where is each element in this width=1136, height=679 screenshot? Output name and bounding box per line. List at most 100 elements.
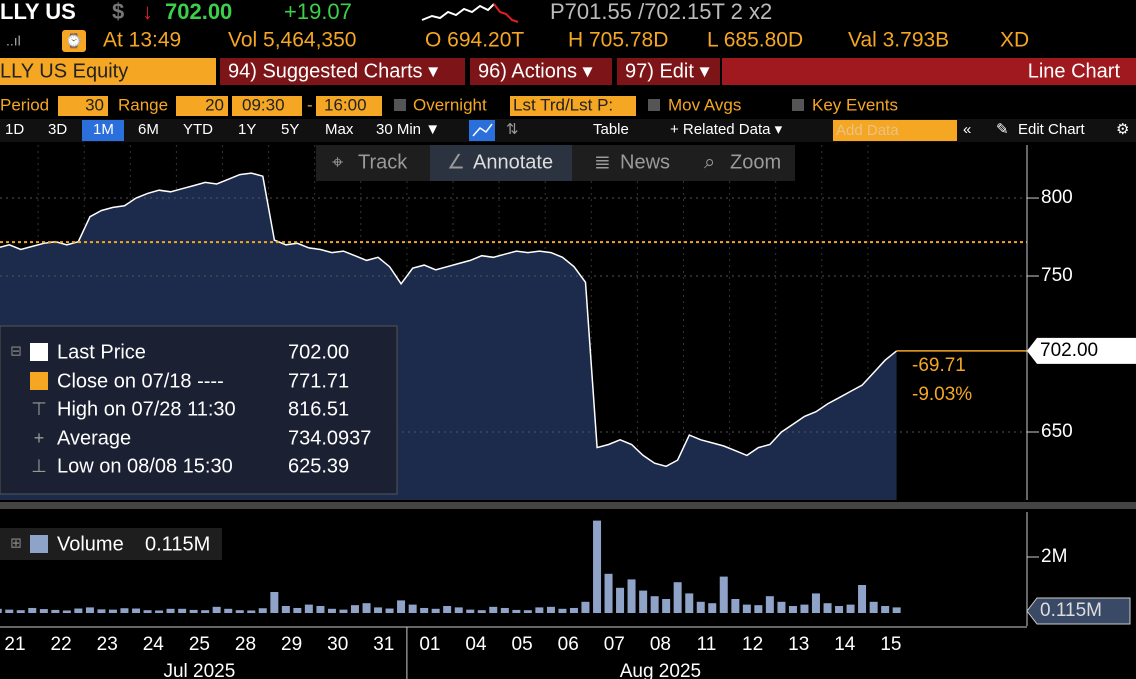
tool[interactable]: Annotate bbox=[473, 151, 553, 173]
range-button[interactable]: YTD bbox=[183, 121, 213, 138]
legend-swatch-close bbox=[30, 372, 48, 390]
volume-bar bbox=[374, 607, 383, 613]
volume-bar bbox=[523, 610, 532, 613]
period-label: Period bbox=[0, 95, 49, 114]
volume-bar bbox=[97, 609, 106, 613]
volume-bar bbox=[685, 593, 694, 613]
y-tick-label: 750 bbox=[1041, 265, 1073, 286]
line-icon-glyph bbox=[472, 123, 493, 137]
volume-bar bbox=[892, 607, 901, 613]
mov-avgs-check[interactable] bbox=[648, 99, 660, 111]
last-price-tag bbox=[1027, 337, 1136, 364]
add-data-box[interactable] bbox=[833, 120, 957, 141]
legend-icon-low: ⊥ bbox=[31, 456, 47, 476]
time-dash: - bbox=[307, 95, 313, 114]
range-button[interactable]: 1Y bbox=[238, 121, 256, 138]
range-box[interactable] bbox=[176, 96, 228, 116]
quote-value: Val 3.793B bbox=[848, 29, 949, 52]
overnight: Overnight bbox=[413, 95, 487, 114]
legend-value: 702.00 bbox=[288, 341, 349, 363]
volume-bar bbox=[39, 609, 48, 613]
volume-bar bbox=[327, 608, 336, 613]
tool[interactable]: Zoom bbox=[730, 151, 781, 173]
volume-bar bbox=[120, 608, 129, 613]
volume-bar bbox=[569, 607, 578, 613]
edit-chart[interactable]: Edit Chart bbox=[1018, 121, 1086, 138]
menu-tab-label: 97) Edit ▾ bbox=[625, 60, 710, 82]
x-tick-label: 07 bbox=[604, 634, 625, 655]
x-tick-label: 05 bbox=[512, 634, 533, 655]
tool[interactable]: News bbox=[620, 151, 670, 173]
volume-bar bbox=[293, 607, 302, 613]
volume-tag bbox=[1026, 597, 1131, 625]
start-box[interactable] bbox=[232, 96, 302, 116]
tool[interactable]: Track bbox=[358, 151, 408, 173]
volume-bar bbox=[397, 600, 406, 613]
volume-bar bbox=[788, 606, 797, 613]
volume-bar bbox=[673, 582, 682, 613]
interval[interactable]: 30 Min ▼ bbox=[376, 121, 440, 138]
legend: Last Price 702.00 Close on 07/18 ---- 771.7… bbox=[57, 341, 371, 477]
range-value: 20 bbox=[205, 95, 224, 114]
menu-tab[interactable] bbox=[220, 58, 465, 85]
legend-value: 771.71 bbox=[288, 370, 349, 392]
x-tick-label: 23 bbox=[97, 634, 118, 655]
volume-bar bbox=[143, 610, 152, 613]
volume-bar bbox=[132, 608, 141, 613]
volume-bar bbox=[5, 609, 14, 613]
legend-toggle[interactable]: ⊟ bbox=[10, 343, 22, 359]
volume-bar bbox=[777, 601, 786, 613]
volume-bar bbox=[696, 601, 705, 613]
bar-icon[interactable]: ⇅ bbox=[506, 121, 519, 138]
collapse[interactable]: « bbox=[963, 121, 971, 138]
menu-tab-label: 96) Actions ▾ bbox=[478, 60, 593, 82]
x-tick-label: 29 bbox=[281, 634, 302, 655]
volume-bar bbox=[258, 608, 267, 613]
key-events-check[interactable] bbox=[792, 99, 804, 111]
legend-swatch-last bbox=[30, 343, 48, 361]
legend-value: 816.51 bbox=[288, 398, 349, 420]
gear[interactable]: ⚙ bbox=[1116, 121, 1129, 138]
change-value: -69.71 bbox=[912, 355, 966, 376]
end-box[interactable] bbox=[316, 96, 382, 116]
line-icon[interactable] bbox=[469, 120, 495, 141]
start-time: 09:30 bbox=[242, 95, 285, 114]
range-button[interactable]: Max bbox=[325, 121, 354, 138]
range-button[interactable]: 6M bbox=[138, 121, 159, 138]
range-button[interactable]: 5Y bbox=[281, 121, 299, 138]
x-tick-label: 31 bbox=[373, 634, 394, 655]
table-button[interactable]: Table bbox=[593, 121, 629, 138]
volume-bar bbox=[662, 599, 671, 613]
range-button[interactable]: 1M bbox=[93, 121, 114, 138]
quote-low: L 685.80D bbox=[707, 29, 803, 52]
range-button[interactable]: 1D bbox=[5, 121, 24, 138]
menu-tab[interactable] bbox=[617, 58, 720, 85]
y-tick-label: 800 bbox=[1041, 187, 1073, 208]
quote-open: O 694.20T bbox=[425, 29, 524, 52]
clock-icon bbox=[62, 30, 86, 52]
volume-bar bbox=[581, 601, 590, 613]
volume-bar bbox=[339, 609, 348, 613]
volume-bar bbox=[212, 606, 221, 613]
net-change: +19.07 bbox=[284, 0, 352, 24]
volume-bar bbox=[247, 610, 256, 613]
x-tick-label: 06 bbox=[558, 634, 579, 655]
key-events: Key Events bbox=[812, 95, 898, 114]
volume-name: Volume bbox=[57, 533, 124, 555]
volume-toggle[interactable]: ⊞ bbox=[10, 535, 22, 551]
signal-icon: ..ıl bbox=[6, 33, 21, 49]
quote-high: H 705.78D bbox=[568, 29, 668, 52]
volume-bar bbox=[408, 604, 417, 613]
tool-icon: ⌖ bbox=[332, 151, 343, 173]
volume-bar bbox=[304, 604, 313, 613]
last-box[interactable] bbox=[510, 96, 636, 116]
period-box[interactable] bbox=[58, 96, 108, 116]
volume-bar bbox=[881, 606, 890, 613]
clock-glyph: ⌚ bbox=[65, 33, 82, 50]
related-data[interactable]: + Related Data ▾ bbox=[670, 121, 783, 138]
volume-bar bbox=[420, 607, 429, 613]
overnight-check[interactable] bbox=[394, 99, 406, 111]
x-tick-label: 01 bbox=[419, 634, 440, 655]
menu-tab[interactable] bbox=[470, 58, 612, 85]
range-button[interactable]: 3D bbox=[48, 121, 67, 138]
